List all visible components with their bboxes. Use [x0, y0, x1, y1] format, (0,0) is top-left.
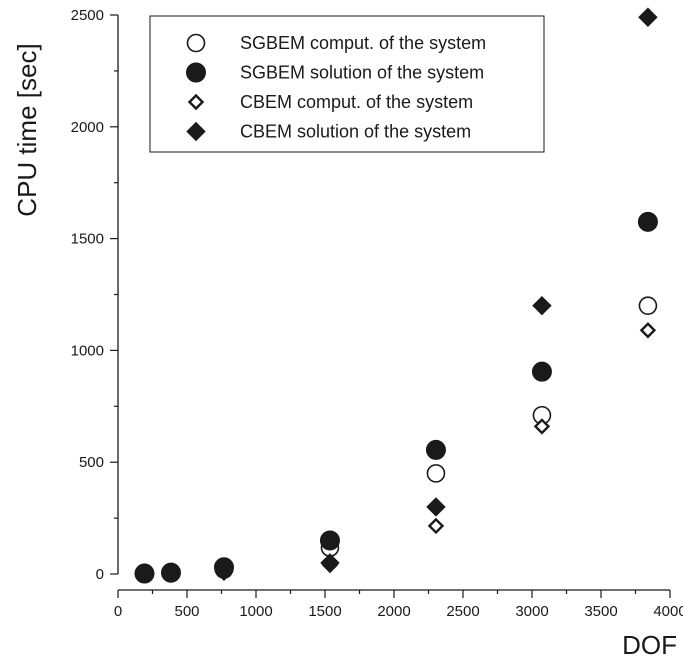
legend: SGBEM comput. of the system SGBEM solutio… — [149, 15, 545, 153]
legend-label: SGBEM comput. of the system — [240, 33, 486, 53]
y-tick-label: 2500 — [71, 7, 104, 24]
y-tick-label: 1000 — [71, 342, 104, 359]
data-point — [638, 7, 658, 27]
x-tick-label: 2000 — [377, 603, 410, 620]
data-point — [532, 295, 552, 316]
y-tick-label: 500 — [79, 454, 104, 471]
x-tick-label: 1500 — [308, 603, 341, 620]
legend-marker — [186, 33, 206, 53]
data-point — [638, 296, 658, 315]
series-1 — [134, 211, 658, 584]
x-tick-label: 0 — [114, 603, 122, 620]
series-3 — [134, 7, 658, 584]
legend-entry: CBEM solution of the system — [186, 121, 471, 142]
legend-label: CBEM solution of the system — [240, 122, 471, 142]
legend-marker — [187, 93, 205, 111]
x-tick-label: 3000 — [515, 603, 548, 620]
data-point — [426, 497, 446, 517]
y-tick-label: 1500 — [71, 231, 104, 248]
x-axis-title: DOF — [622, 630, 677, 660]
legend-marker — [186, 62, 206, 83]
legend-marker — [186, 121, 206, 142]
x-tick-label: 1000 — [239, 603, 272, 620]
data-point — [320, 553, 340, 573]
x-axis-ticks: 0 500 1000 1500 2000 2500 3000 3500 4000 — [114, 590, 683, 620]
data-point — [533, 418, 551, 435]
y-axis-ticks: 0 500 1000 1500 2000 2500 — [71, 7, 118, 583]
legend-entry: SGBEM solution of the system — [186, 62, 484, 83]
data-point — [639, 322, 657, 339]
data-point — [161, 563, 181, 584]
legend-entry: CBEM comput. of the system — [187, 92, 473, 112]
series-0 — [135, 296, 658, 584]
y-axis-title: CPU time [sec] — [12, 43, 42, 216]
data-point — [427, 517, 445, 535]
data-point — [214, 561, 234, 582]
data-point — [531, 361, 552, 382]
y-tick-label: 2000 — [71, 119, 104, 136]
x-tick-label: 4000 — [653, 603, 683, 620]
x-tick-label: 500 — [174, 603, 199, 620]
data-point — [426, 464, 446, 483]
legend-label: SGBEM solution of the system — [240, 63, 484, 83]
data-point — [425, 439, 446, 460]
data-point — [319, 530, 340, 551]
data-point — [134, 564, 155, 584]
x-tick-label: 2500 — [446, 603, 479, 620]
data-point — [637, 211, 658, 232]
data-markers — [134, 7, 658, 584]
legend-entry: SGBEM comput. of the system — [186, 33, 486, 53]
x-tick-label: 3500 — [584, 603, 617, 620]
legend-box — [149, 15, 545, 153]
y-tick-label: 0 — [96, 566, 104, 583]
legend-label: CBEM comput. of the system — [240, 92, 473, 112]
series-2 — [136, 322, 657, 583]
